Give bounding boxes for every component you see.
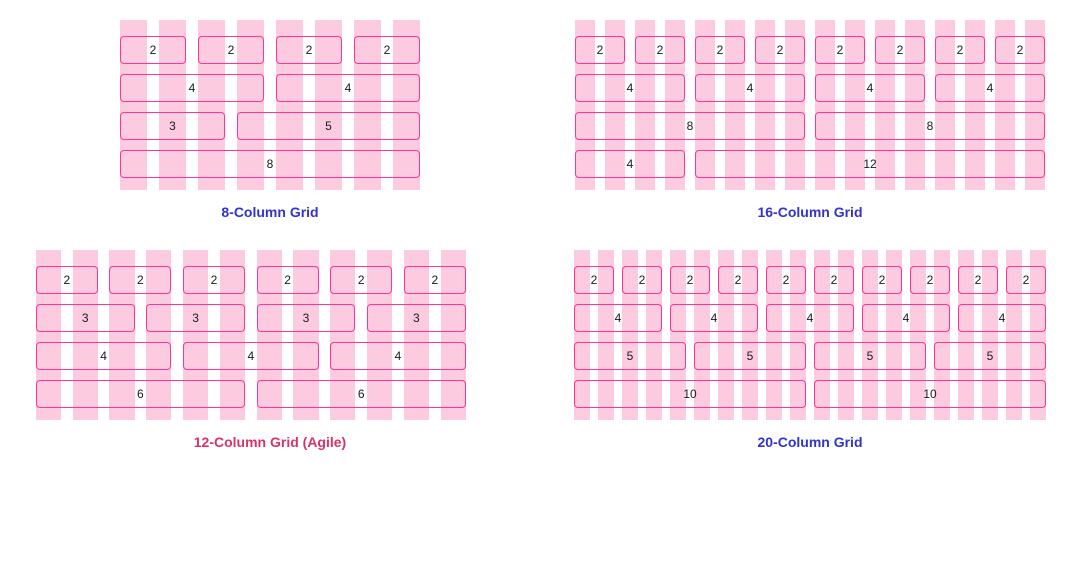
grid-cell: 2 [120,36,186,64]
grid12-rows: 222222333344466 [30,266,472,408]
grid-cell: 2 [635,36,686,64]
grid-cell: 5 [814,342,927,370]
grid12-row: 222222 [30,266,472,294]
grid-cell: 10 [814,380,1047,408]
grid12-panel: 22222233334446612-Column Grid (Agile) [30,250,510,450]
grid12-row: 66 [30,380,472,408]
grid8-rows: 222244358 [114,36,426,178]
grid-cell: 4 [695,74,806,102]
grid-cell: 2 [755,36,806,64]
grid20-row: 2222222222 [570,266,1050,294]
grid-cell: 2 [257,266,319,294]
grid-cell: 2 [862,266,903,294]
grid-cell: 2 [575,36,626,64]
grid-cell: 2 [36,266,98,294]
grid-cell: 5 [694,342,807,370]
grid8-inner: 222244358 [114,20,426,190]
grid20-grid-area: 22222222224444455551010 [570,250,1050,420]
grid-cell: 3 [367,304,466,332]
grid-cell: 2 [354,36,420,64]
grid-cell: 2 [995,36,1046,64]
grid12-inner: 222222333344466 [30,250,472,420]
grid-cell: 4 [575,74,686,102]
grid-cell: 4 [815,74,926,102]
grid8-row: 2222 [114,36,426,64]
grid12-caption: 12-Column Grid (Agile) [30,434,510,450]
grid-cell: 4 [574,304,663,332]
grid20-inner: 22222222224444455551010 [570,250,1050,420]
grid-cell: 2 [574,266,615,294]
grid8-caption: 8-Column Grid [30,204,510,220]
grid-cell: 6 [36,380,245,408]
grid16-row: 88 [570,112,1050,140]
grid-cell: 2 [935,36,986,64]
grid8-row: 44 [114,74,426,102]
grid-cell: 2 [695,36,746,64]
grid16-grid-area: 22222222444488412 [570,20,1050,190]
grid16-rows: 22222222444488412 [570,36,1050,178]
grid20-rows: 22222222224444455551010 [570,266,1050,408]
grid-cell: 2 [718,266,759,294]
grid-cell: 6 [257,380,466,408]
grid16-row: 4444 [570,74,1050,102]
grid-cell: 4 [183,342,319,370]
grid16-row: 22222222 [570,36,1050,64]
grid-cell: 4 [276,74,420,102]
grid-cell: 4 [330,342,466,370]
grid-cell: 3 [146,304,245,332]
grid-cell: 4 [958,304,1047,332]
grid-cell: 3 [120,112,225,140]
grid-cell: 10 [574,380,807,408]
grid-cell: 5 [237,112,420,140]
grid-cell: 2 [670,266,711,294]
grid12-row: 444 [30,342,472,370]
grid20-panel: 2222222222444445555101020-Column Grid [570,250,1050,450]
grid-cell: 5 [934,342,1047,370]
grid-cell: 2 [330,266,392,294]
grid-cell: 4 [575,150,686,178]
grid8-panel: 2222443588-Column Grid [30,20,510,220]
grid-cell: 2 [875,36,926,64]
grid-cell: 2 [198,36,264,64]
grid-cell: 12 [695,150,1046,178]
grid-cell: 2 [1006,266,1047,294]
grid-cell: 3 [257,304,356,332]
grid-cell: 2 [276,36,342,64]
grid-cell: 8 [575,112,806,140]
grid16-row: 4 12 [570,150,1050,178]
grid20-caption: 20-Column Grid [570,434,1050,450]
grid-cell: 2 [766,266,807,294]
grid-cell: 2 [622,266,663,294]
grid-cell: 2 [814,266,855,294]
grid20-row: 44444 [570,304,1050,332]
grid-cell: 4 [862,304,951,332]
grid-cell: 4 [36,342,172,370]
grid-cell: 2 [910,266,951,294]
grid8-row: 35 [114,112,426,140]
grid20-row: 1010 [570,380,1050,408]
grid-cell: 4 [120,74,264,102]
grid16-inner: 22222222444488412 [570,20,1050,190]
grid8-row: 8 [114,150,426,178]
grid-cell: 4 [766,304,855,332]
grid-cell: 3 [36,304,135,332]
grid-cell: 4 [935,74,1046,102]
grid20-row: 5555 [570,342,1050,370]
grid-examples-page: 2222443588-Column Grid222222224444884121… [30,20,1050,450]
grid-cell: 4 [670,304,759,332]
grid-cell: 2 [183,266,245,294]
grid12-grid-area: 222222333344466 [30,250,472,420]
grid-cell: 2 [958,266,999,294]
grid12-row: 3333 [30,304,472,332]
grid16-caption: 16-Column Grid [570,204,1050,220]
grid-cell: 8 [815,112,1046,140]
grid-cell: 2 [815,36,866,64]
grid-cell: 2 [404,266,466,294]
grid16-panel: 2222222244448841216-Column Grid [570,20,1050,220]
grid8-grid-area: 222244358 [114,20,426,190]
grid-cell: 8 [120,150,420,178]
grid-cell: 2 [109,266,171,294]
grid-cell: 5 [574,342,687,370]
